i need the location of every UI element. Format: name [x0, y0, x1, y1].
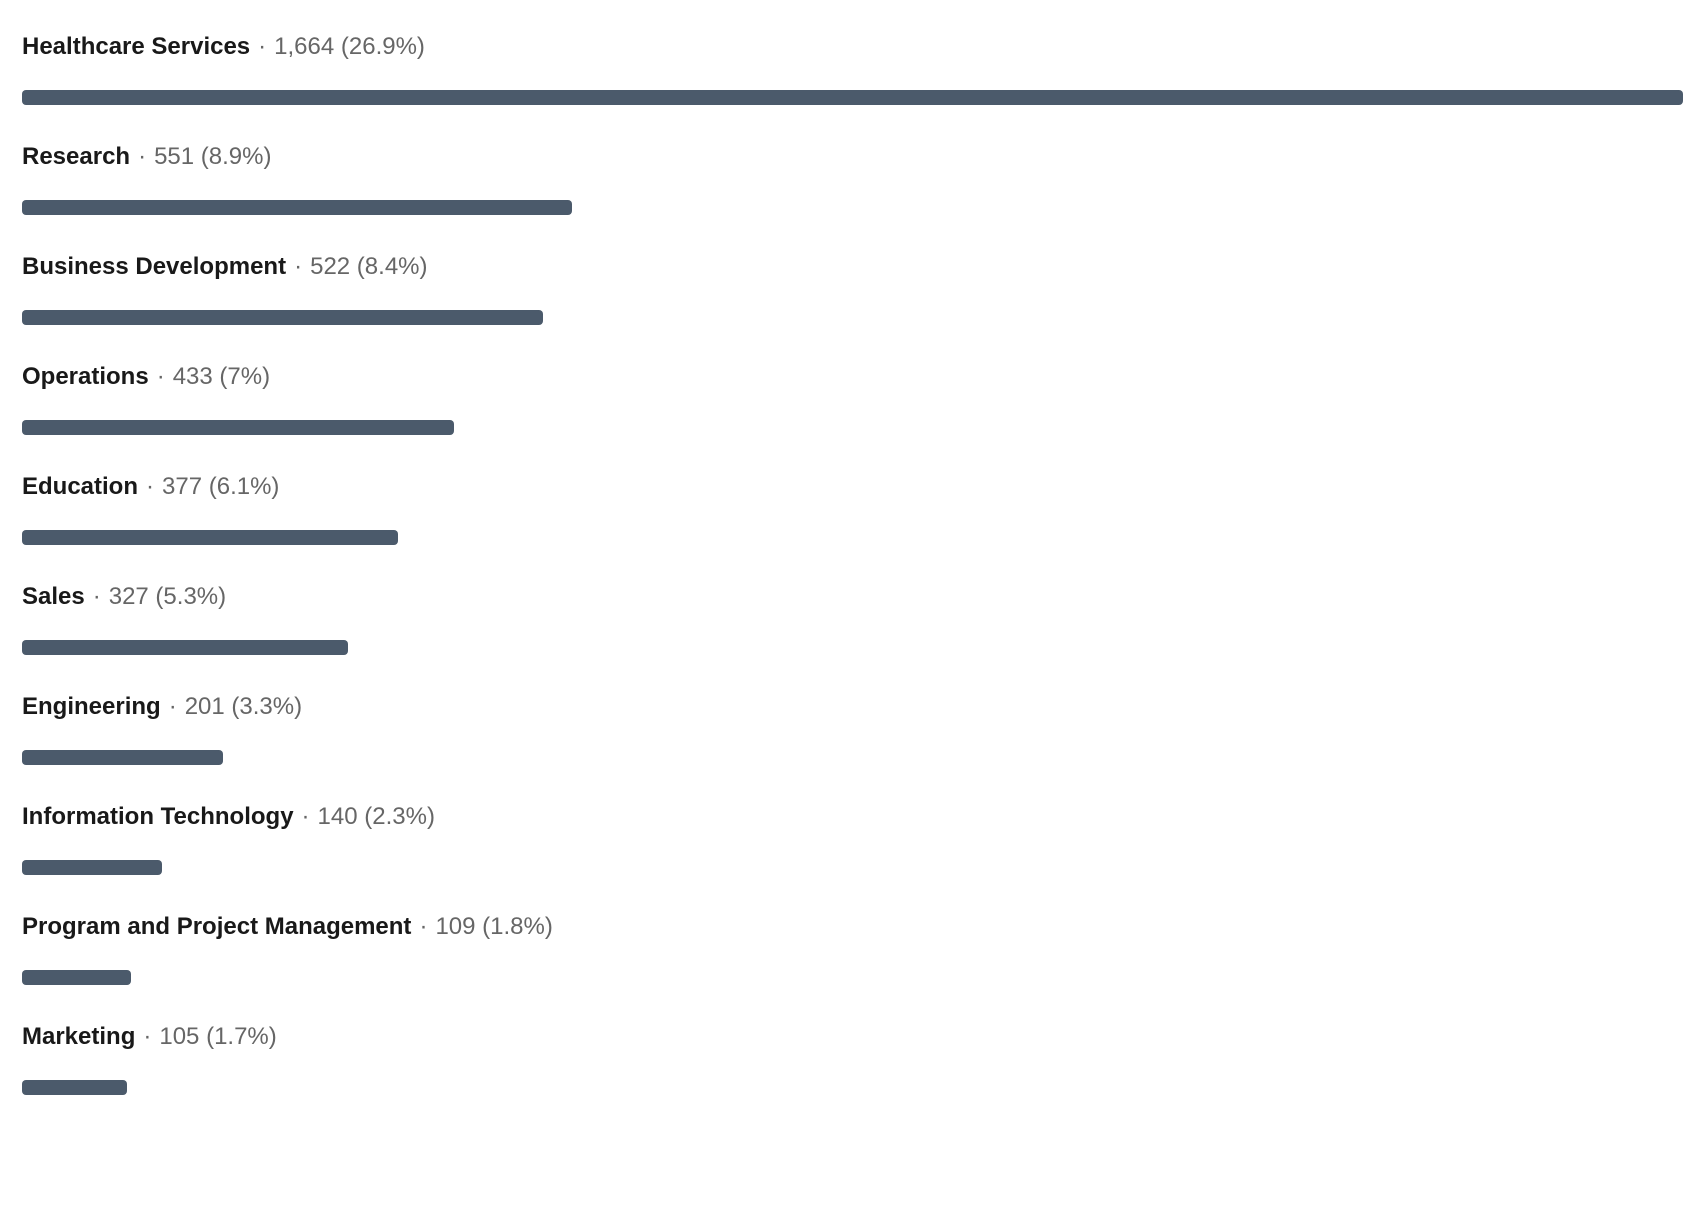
bar	[22, 530, 399, 545]
category-label: Engineering	[22, 693, 161, 720]
bar	[22, 420, 455, 435]
bar-chart: Healthcare Services · 1,664 (26.9%) Rese…	[22, 33, 1683, 1095]
category-label: Research	[22, 143, 131, 170]
bar-track	[22, 420, 1683, 435]
bar-row-label-line: Marketing · 105 (1.7%)	[22, 1023, 1683, 1051]
bar-row: Sales · 327 (5.3%)	[22, 583, 1683, 655]
bar-row: Marketing · 105 (1.7%)	[22, 1023, 1683, 1095]
separator-dot: ·	[146, 473, 155, 500]
bar	[22, 750, 223, 765]
value-label: 551 (8.9%)	[154, 143, 272, 170]
bar	[22, 860, 162, 875]
bar-row: Information Technology · 140 (2.3%)	[22, 803, 1683, 875]
bar-track	[22, 90, 1683, 105]
separator-dot: ·	[138, 143, 147, 170]
value-label: 105 (1.7%)	[159, 1023, 277, 1050]
category-label: Education	[22, 473, 139, 500]
bar-track	[22, 640, 1683, 655]
value-label: 327 (5.3%)	[108, 583, 227, 610]
separator-dot: ·	[419, 913, 428, 940]
value-label: 1,664 (26.9%)	[274, 33, 425, 60]
separator-dot: ·	[294, 253, 303, 280]
bar-row-label-line: Business Development · 522 (8.4%)	[22, 253, 1683, 281]
bar-track	[22, 1080, 1683, 1095]
category-label: Operations	[22, 363, 149, 390]
bar	[22, 90, 1683, 105]
separator-dot: ·	[156, 363, 165, 390]
bar-track	[22, 200, 1683, 215]
bar-track	[22, 970, 1683, 985]
separator-dot: ·	[168, 693, 177, 720]
value-label: 377 (6.1%)	[162, 473, 280, 500]
category-label: Marketing	[22, 1023, 136, 1050]
bar-row: Healthcare Services · 1,664 (26.9%)	[22, 33, 1683, 105]
separator-dot: ·	[92, 583, 101, 610]
bar-row: Business Development · 522 (8.4%)	[22, 253, 1683, 325]
bar-row-label-line: Information Technology · 140 (2.3%)	[22, 803, 1683, 831]
separator-dot: ·	[143, 1023, 152, 1050]
bar-row-label-line: Education · 377 (6.1%)	[22, 473, 1683, 501]
bar-row-label-line: Research · 551 (8.9%)	[22, 143, 1683, 171]
bar	[22, 200, 572, 215]
bar-row: Operations · 433 (7%)	[22, 363, 1683, 435]
bar	[22, 970, 131, 985]
bar	[22, 1080, 127, 1095]
value-label: 140 (2.3%)	[317, 803, 435, 830]
bar-track	[22, 310, 1683, 325]
value-label: 522 (8.4%)	[310, 253, 428, 280]
category-label: Program and Project Management	[22, 913, 412, 940]
bar-row: Program and Project Management · 109 (1.…	[22, 913, 1683, 985]
category-label: Information Technology	[22, 803, 294, 830]
category-label: Healthcare Services	[22, 33, 251, 60]
bar-row-label-line: Engineering · 201 (3.3%)	[22, 693, 1683, 721]
value-label: 201 (3.3%)	[184, 693, 303, 720]
bar-track	[22, 860, 1683, 875]
bar-row: Engineering · 201 (3.3%)	[22, 693, 1683, 765]
bar-track	[22, 750, 1683, 765]
bar-track	[22, 530, 1683, 545]
bar	[22, 640, 349, 655]
bar-row-label-line: Operations · 433 (7%)	[22, 363, 1683, 391]
value-label: 109 (1.8%)	[435, 913, 553, 940]
bar	[22, 310, 544, 325]
value-label: 433 (7%)	[172, 363, 271, 390]
bar-row: Research · 551 (8.9%)	[22, 143, 1683, 215]
category-label: Business Development	[22, 253, 287, 280]
separator-dot: ·	[258, 33, 267, 60]
category-label: Sales	[22, 583, 85, 610]
bar-row-label-line: Sales · 327 (5.3%)	[22, 583, 1683, 611]
bar-row-label-line: Healthcare Services · 1,664 (26.9%)	[22, 33, 1683, 61]
separator-dot: ·	[301, 803, 310, 830]
bar-row: Education · 377 (6.1%)	[22, 473, 1683, 545]
bar-row-label-line: Program and Project Management · 109 (1.…	[22, 913, 1683, 941]
